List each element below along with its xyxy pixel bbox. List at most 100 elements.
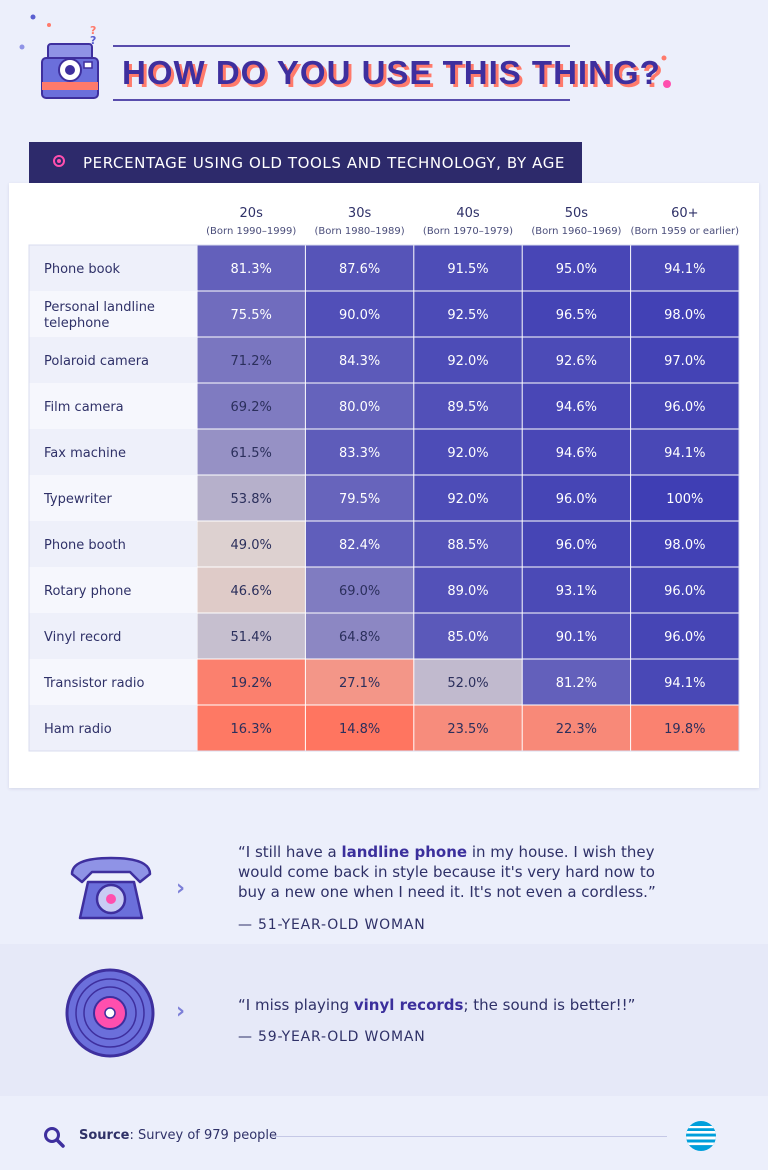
cell-value: 92.6% [556, 354, 597, 369]
row-label-bg [29, 337, 197, 383]
quote-text: “I still have a landline phone in my hou… [238, 842, 668, 902]
cell-value: 19.2% [231, 676, 272, 691]
row-label-bg [29, 245, 197, 291]
cell-value: 94.6% [556, 446, 597, 461]
heat-cell [522, 429, 631, 475]
polaroid-camera-icon: ? ? [41, 24, 99, 99]
heat-cell [305, 567, 414, 613]
row-label-bg [29, 383, 197, 429]
cell-value: 98.0% [664, 538, 705, 553]
column-subheader: (Born 1990–1999) [206, 226, 296, 237]
source-value: : Survey of 979 people [129, 1128, 278, 1143]
cell-value: 61.5% [231, 446, 272, 461]
row-label: Transistor radio [43, 676, 144, 691]
heat-cell [414, 567, 522, 613]
cell-value: 64.8% [339, 630, 380, 645]
row-label: Vinyl record [44, 630, 121, 645]
heat-cell [197, 613, 305, 659]
row-label: telephone [44, 316, 109, 331]
cell-value: 100% [666, 492, 703, 507]
column-header-60+: 60+ [671, 206, 698, 221]
quote-text-end: in my house. I wish they would come back… [238, 843, 656, 901]
heat-cell [631, 245, 739, 291]
cell-value: 51.4% [231, 630, 272, 645]
column-header-20s: 20s [240, 206, 264, 221]
cell-value: 46.6% [231, 584, 272, 599]
cell-value: 71.2% [231, 354, 272, 369]
heat-cell [414, 429, 522, 475]
heat-cell [305, 337, 414, 383]
row-label-bg [29, 521, 197, 567]
column-subheader: (Born 1980–1989) [315, 226, 405, 237]
row-label: Fax machine [44, 446, 126, 461]
heat-cell [197, 567, 305, 613]
column-header-30s: 30s [348, 206, 372, 221]
rotary-telephone-icon [70, 856, 152, 920]
vinyl-record-icon [65, 968, 155, 1058]
cell-value: 96.0% [556, 492, 597, 507]
source-note: Source: Survey of 979 people [79, 1128, 277, 1143]
row-label-bg [29, 613, 197, 659]
svg-text:?: ? [90, 34, 96, 47]
cell-value: 95.0% [556, 262, 597, 277]
cell-value: 90.0% [339, 308, 380, 323]
heat-cell [197, 475, 305, 521]
row-label: Phone book [44, 262, 121, 277]
heat-cell [305, 705, 414, 751]
cell-value: 92.0% [447, 446, 488, 461]
heat-cell [522, 383, 631, 429]
heat-cell [305, 429, 414, 475]
cell-value: 90.1% [556, 630, 597, 645]
heat-cell [522, 245, 631, 291]
heat-cell [522, 521, 631, 567]
cell-value: 49.0% [231, 538, 272, 553]
cell-value: 81.3% [231, 262, 272, 277]
cell-value: 96.0% [664, 584, 705, 599]
quote-author: — 51-YEAR-OLD WOMAN [238, 917, 426, 933]
column-header-40s: 40s [456, 206, 480, 221]
heat-cell [522, 337, 631, 383]
quote-highlight: landline phone [341, 843, 468, 861]
cell-value: 69.2% [231, 400, 272, 415]
heat-cell [197, 337, 305, 383]
cell-value: 92.5% [447, 308, 488, 323]
cell-value: 91.5% [447, 262, 488, 277]
heat-cell [197, 705, 305, 751]
chevron-right-icon: › [176, 999, 186, 1024]
cell-value: 75.5% [231, 308, 272, 323]
heat-cell [197, 659, 305, 705]
heat-cell [414, 613, 522, 659]
row-label: Polaroid camera [44, 354, 149, 369]
cell-value: 96.0% [664, 630, 705, 645]
cell-value: 79.5% [339, 492, 380, 507]
footer: Source: Survey of 979 people [0, 1110, 768, 1170]
row-label: Rotary phone [44, 584, 131, 599]
quote-author: — 59-YEAR-OLD WOMAN [238, 1029, 426, 1045]
column-subheader: (Born 1970–1979) [423, 226, 513, 237]
row-label-bg [29, 659, 197, 705]
heat-cell [631, 567, 739, 613]
cell-value: 82.4% [339, 538, 380, 553]
heat-cell [414, 659, 522, 705]
heat-cell [305, 475, 414, 521]
globe-logo-icon [686, 1121, 716, 1151]
subtitle-banner: PERCENTAGE USING OLD TOOLS AND TECHNOLOG… [29, 142, 582, 184]
row-label: Ham radio [44, 722, 112, 737]
heat-cell [197, 521, 305, 567]
cell-value: 92.0% [447, 492, 488, 507]
cell-value: 52.0% [447, 676, 488, 691]
search-icon [44, 1127, 65, 1148]
heat-cell [414, 521, 522, 567]
heat-cell [631, 291, 739, 337]
cell-value: 96.0% [556, 538, 597, 553]
row-label: Film camera [44, 400, 124, 415]
heat-cell [631, 337, 739, 383]
cell-value: 98.0% [664, 308, 705, 323]
row-label: Typewriter [43, 492, 113, 507]
row-label-bg [29, 475, 197, 521]
heat-cell [522, 613, 631, 659]
title-rule-top [113, 45, 570, 47]
heat-cell [305, 291, 414, 337]
row-label: Personal landline [44, 300, 155, 315]
heat-cell [631, 383, 739, 429]
